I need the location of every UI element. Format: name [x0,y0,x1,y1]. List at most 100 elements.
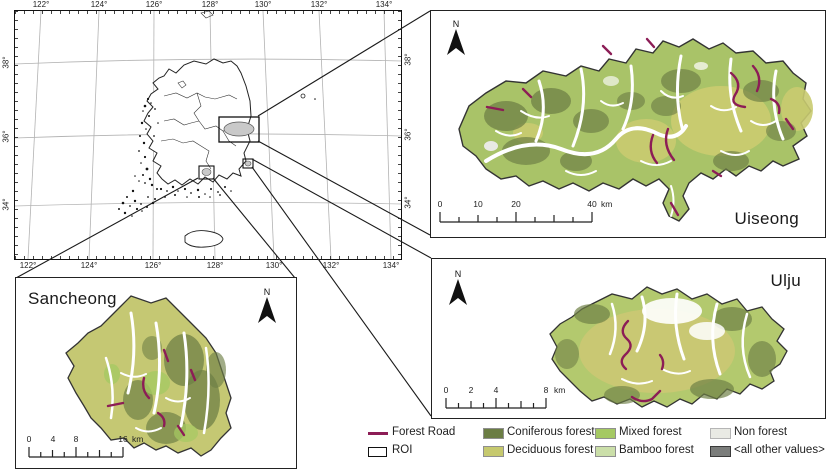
lat-label: 34° [1,198,11,211]
coniferous-swatch [483,428,504,439]
scale-unit: km [554,385,566,395]
scale-number: 10 [473,199,483,209]
bamboo-swatch [595,446,616,457]
scale-ticks [445,398,547,409]
scale-number: 2 [468,385,474,395]
lat-label: 38° [1,56,11,69]
tick-strip-bottom [15,256,401,259]
lon-label: 126° [144,261,162,270]
mixed-swatch [595,428,616,439]
scale-unit: km [132,434,144,444]
ulju-forest-patches [555,298,776,404]
lon-label: 130° [254,0,272,9]
lat-label: 38° [403,53,413,66]
ulju-map [549,286,788,408]
sancheong-title: Sancheong [28,289,117,308]
ulleung-island [300,93,306,99]
roi-area-sancheong [201,168,212,176]
north-arrow-icon [258,297,276,323]
sancheong-panel: Sancheong N 0 4 8 16 km [15,277,297,469]
legend-label-deciduous: Deciduous forest [507,444,594,456]
lon-label: 122° [32,0,50,9]
scale-ticks [439,212,593,223]
lon-label: 134° [375,0,393,9]
north-label: N [454,269,462,279]
roi-boxes [198,116,260,180]
roi-area-ulju [244,160,252,167]
tick-strip-top [15,11,401,14]
roi-box-sancheong [198,165,215,180]
scale-number: 20 [511,199,521,209]
legend-label-other-values: <all other values> [734,444,825,456]
lat-label: 36° [403,128,413,141]
non-forest-swatch [710,428,731,439]
sancheong-forest-patches [104,334,226,444]
ulju-forest-roads [620,319,665,403]
legend-label-bamboo: Bamboo forest [619,444,694,456]
scale-number: 16 [118,434,128,444]
deciduous-swatch [483,446,504,457]
ulju-valleys [608,292,752,385]
ulju-scale-bar: 0 2 4 8 km [443,385,580,411]
roi-box-uiseong [218,116,260,143]
north-arrow-icon [447,29,465,55]
uiseong-title: Uiseong [734,209,799,228]
roi-symbol [368,447,387,457]
overview-map-svg [14,10,402,260]
lat-label: 36° [1,130,11,143]
north-arrow: N [256,287,278,328]
uiseong-valleys [484,54,785,217]
lon-label: 128° [201,0,219,9]
scale-number: 8 [543,385,549,395]
scale-number: 0 [437,199,443,209]
tick-strip-right [398,11,401,259]
north-arrow: N [447,269,469,310]
scale-number: 0 [26,434,32,444]
lon-label: 122° [19,261,37,270]
overview-map [14,10,402,260]
province-borders [160,10,238,170]
lon-label: 130° [265,261,283,270]
forest-road-symbol [368,432,388,435]
lon-label: 124° [90,0,108,9]
lon-label: 132° [322,261,340,270]
uiseong-scale-bar: 0 10 20 40 km [437,199,624,225]
other-values-swatch [710,446,731,457]
scale-number: 4 [493,385,499,395]
scale-number: 4 [50,434,56,444]
tick-strip-left [15,11,18,259]
scale-number: 0 [443,385,449,395]
sancheong-forest-roads [106,348,197,437]
uiseong-panel: N 0 10 20 40 km Uiseong [430,10,826,238]
lon-label: 124° [80,261,98,270]
scale-number: 8 [73,434,79,444]
north-label: N [263,287,271,297]
uiseong-map [458,37,813,222]
scale-number: 40 [587,199,597,209]
legend-label-coniferous: Coniferous forest [507,426,595,438]
roi-area-uiseong [223,121,255,137]
north-arrow-icon [449,279,467,305]
legend-label-mixed: Mixed forest [619,426,682,438]
lat-label: 34° [403,196,413,209]
dokdo-island [314,98,316,100]
lon-label: 128° [206,261,224,270]
jeju-island [184,230,224,248]
legend-label-forest-road: Forest Road [392,426,456,438]
scale-unit: km [601,199,613,209]
uiseong-forest-roads [485,37,795,217]
lon-label: 126° [145,0,163,9]
scale-ticks [28,447,124,458]
legend-label-non-forest: Non forest [734,426,788,438]
lon-label: 134° [382,261,400,270]
sancheong-scale-bar: 0 4 8 16 km [26,434,158,460]
lon-label: 132° [310,0,328,9]
sancheong-map [65,295,232,457]
north-label: N [452,19,460,29]
legend-label-roi: ROI [392,444,413,456]
ulju-title: Ulju [770,271,801,290]
sancheong-valleys [104,311,210,435]
legend: Forest Road ROI Coniferous forest Decidu… [365,424,825,466]
north-arrow: N [445,19,467,60]
